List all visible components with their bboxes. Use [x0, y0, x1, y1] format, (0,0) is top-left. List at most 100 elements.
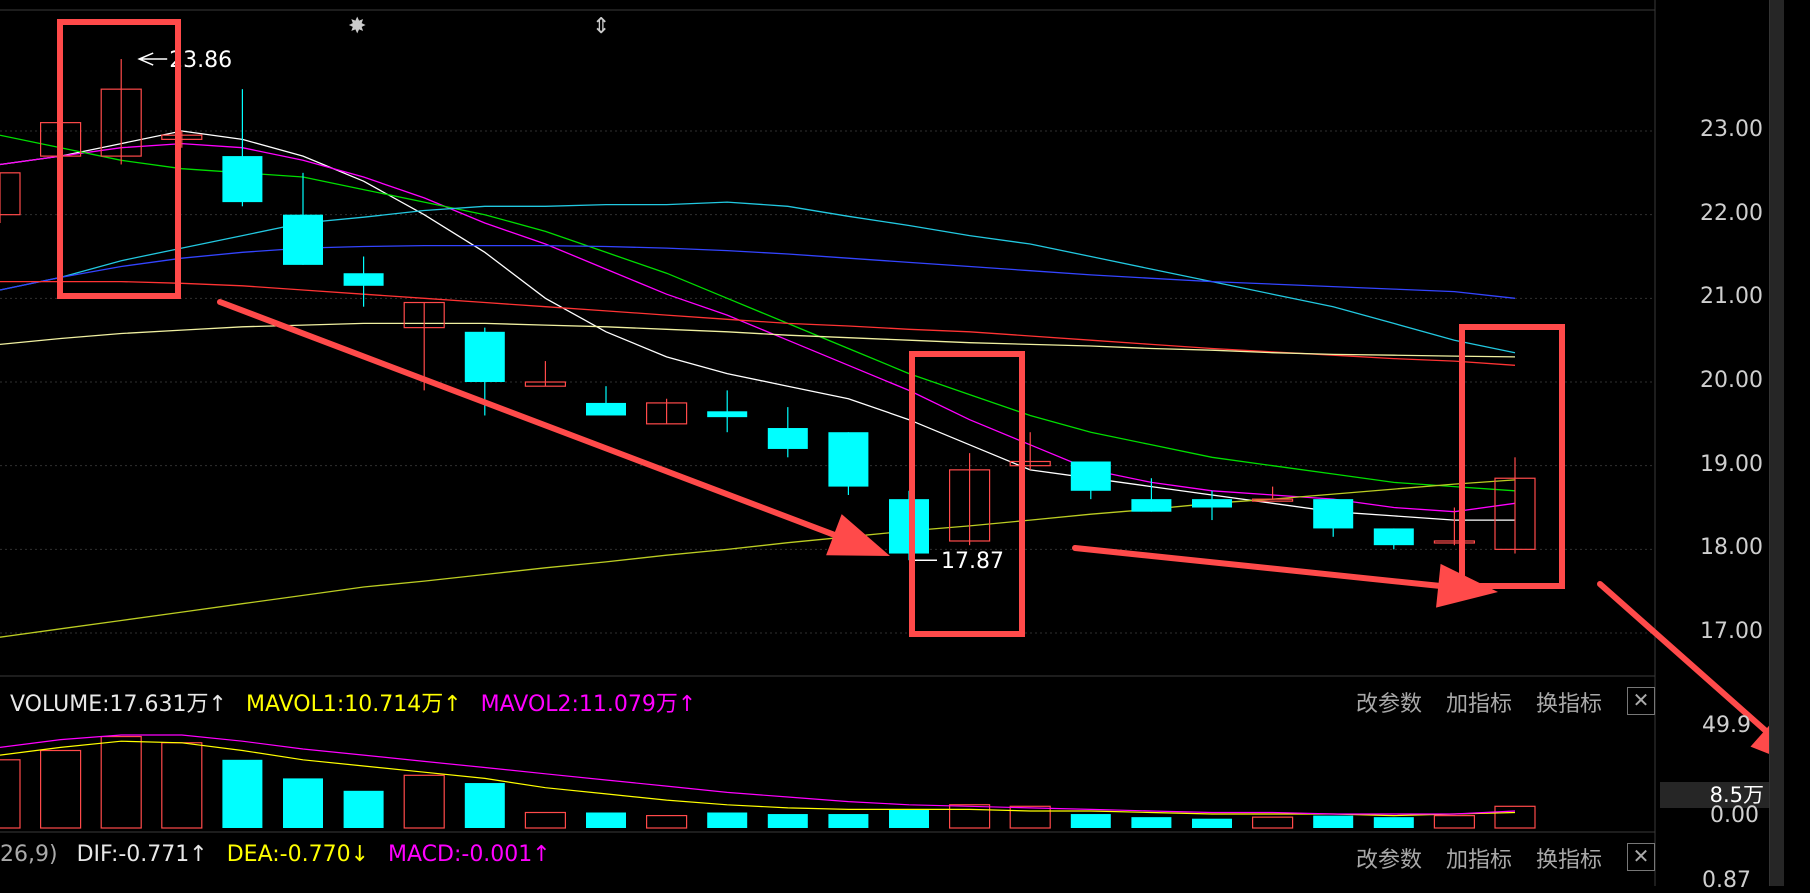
- volume-bar-down: [828, 814, 869, 828]
- low-price-annotation: 17.87: [941, 549, 1004, 574]
- volume-current-badge: 8.5万: [1660, 782, 1770, 808]
- highlight-box: [909, 351, 1025, 637]
- volume-bar-up: [403, 774, 445, 829]
- volume-bar-down: [1131, 817, 1172, 828]
- candle-body-down: [828, 432, 869, 487]
- macd-param-label: 26,9): [0, 842, 58, 867]
- candle-body-up: [1494, 477, 1536, 550]
- trend-arrow-head: [826, 514, 890, 556]
- ma-line: [0, 130, 1515, 521]
- volume-bar-down: [222, 759, 263, 828]
- candle-body-up: [1433, 540, 1476, 544]
- close-macd-panel-button[interactable]: ✕: [1627, 843, 1655, 871]
- candle-body-down: [1313, 499, 1354, 529]
- mavol1-label: MAVOL1:10.714万: [245, 692, 444, 717]
- price-tick-label: 19.00: [1700, 451, 1763, 477]
- close-volume-panel-button[interactable]: ✕: [1627, 687, 1655, 715]
- macd-add-indicator-button[interactable]: 加指标: [1446, 848, 1513, 873]
- candle-body-down: [1131, 499, 1172, 512]
- right-side-panel: [1769, 0, 1810, 886]
- volume-axis-tick-top: 49.9: [1702, 713, 1751, 738]
- volume-bar-up: [1009, 805, 1051, 829]
- candle-body-down: [707, 411, 748, 418]
- price-grid: [0, 0, 1656, 886]
- volume-bar-down: [464, 783, 505, 828]
- price-tick-label: 20.00: [1700, 368, 1763, 393]
- highlight-overlay: [57, 19, 1810, 770]
- macd-legend: 26,9) DIF:-0.771↑ DEA:-0.770↓ MACD:-0.00…: [0, 842, 551, 867]
- volume-bar-down: [767, 814, 808, 828]
- volume-label: VOLUME:17.631万: [10, 692, 209, 717]
- volume-bar-up: [1494, 805, 1536, 829]
- trend-arrow-shaft: [1597, 581, 1769, 734]
- volume-bar-up: [948, 804, 991, 829]
- trend-arrow-shaft: [1072, 545, 1442, 589]
- volume-bar-down: [1373, 817, 1414, 828]
- volume-bar-down: [586, 812, 626, 828]
- candle-body-down: [283, 214, 323, 265]
- macd-change-params-button[interactable]: 改参数: [1356, 848, 1423, 873]
- macd-switch-indicator-button[interactable]: 换指标: [1536, 848, 1603, 873]
- volume-bar-up: [100, 735, 142, 829]
- scroll-strip[interactable]: [1770, 0, 1784, 886]
- candle-body-up: [403, 301, 445, 329]
- volume-bar-down: [1313, 815, 1354, 828]
- candle-body-down: [586, 402, 626, 416]
- ma-line: [0, 201, 1516, 354]
- candle-body-up: [0, 172, 21, 216]
- volume-legend: VOLUME:17.631万↑ MAVOL1:10.714万↑ MAVOL2:1…: [10, 692, 697, 717]
- candle-body-down: [1192, 499, 1232, 508]
- candle-body-up: [100, 88, 142, 157]
- price-tick-label: 23.00: [1700, 117, 1763, 142]
- volume-bar-up: [1433, 814, 1476, 829]
- trend-arrow-head: [1436, 563, 1498, 608]
- volume-axis-tick-zero: 0.00: [1710, 803, 1759, 828]
- macd-label: MACD:-0.001: [388, 842, 533, 867]
- volume-bar-up: [645, 814, 688, 829]
- dea-label: DEA:-0.770: [226, 842, 351, 867]
- change-params-button[interactable]: 改参数: [1356, 692, 1423, 717]
- highlight-box: [57, 19, 181, 299]
- volume-bar-up: [1251, 816, 1294, 829]
- candle-body-up: [161, 134, 203, 140]
- volume-bar-down: [283, 778, 323, 828]
- volume-bar-down: [1070, 814, 1111, 828]
- candle-body-up: [1009, 460, 1051, 467]
- price-tick-label: 17.00: [1700, 619, 1763, 645]
- updown-arrow-icon[interactable]: ⇕: [592, 14, 611, 39]
- volume-bars: [0, 734, 1536, 829]
- ma-line: [0, 280, 1516, 366]
- trend-arrow-shaft: [217, 299, 837, 538]
- sun-icon[interactable]: ✸: [348, 14, 367, 39]
- mavol2-line: [0, 734, 1516, 815]
- candle-body-up: [524, 381, 567, 387]
- volume-bar-up: [39, 749, 82, 829]
- volume-bar-up: [524, 811, 567, 829]
- volume-bar-up: [0, 759, 21, 829]
- volume-bar-down: [707, 812, 748, 828]
- moving-average-lines: [0, 130, 1516, 638]
- add-indicator-button[interactable]: 加指标: [1446, 692, 1513, 717]
- candle-body-down: [464, 331, 505, 383]
- mavol1-line: [0, 740, 1516, 817]
- ma-line: [0, 244, 1516, 299]
- price-tick-label: 21.00: [1700, 284, 1763, 310]
- candle-body-up: [1251, 498, 1294, 502]
- volume-bar-down: [1192, 818, 1232, 828]
- candle-body-up: [645, 402, 688, 425]
- mavol2-label: MAVOL2:11.079万: [480, 692, 678, 717]
- ma-line: [0, 322, 1516, 358]
- switch-indicator-button[interactable]: 换指标: [1536, 692, 1603, 717]
- ma-line: [0, 479, 1516, 638]
- price-tick-label: 18.00: [1700, 535, 1763, 561]
- volume-bar-down: [343, 790, 384, 828]
- candle-body-down: [1070, 461, 1111, 491]
- candle-body-down: [1373, 528, 1414, 546]
- price-tick-label: 22.00: [1700, 200, 1763, 226]
- candle-body-down: [222, 156, 263, 203]
- candle-body-up: [948, 469, 991, 542]
- volume-bar-up: [161, 742, 203, 829]
- candle-body-down: [343, 273, 384, 286]
